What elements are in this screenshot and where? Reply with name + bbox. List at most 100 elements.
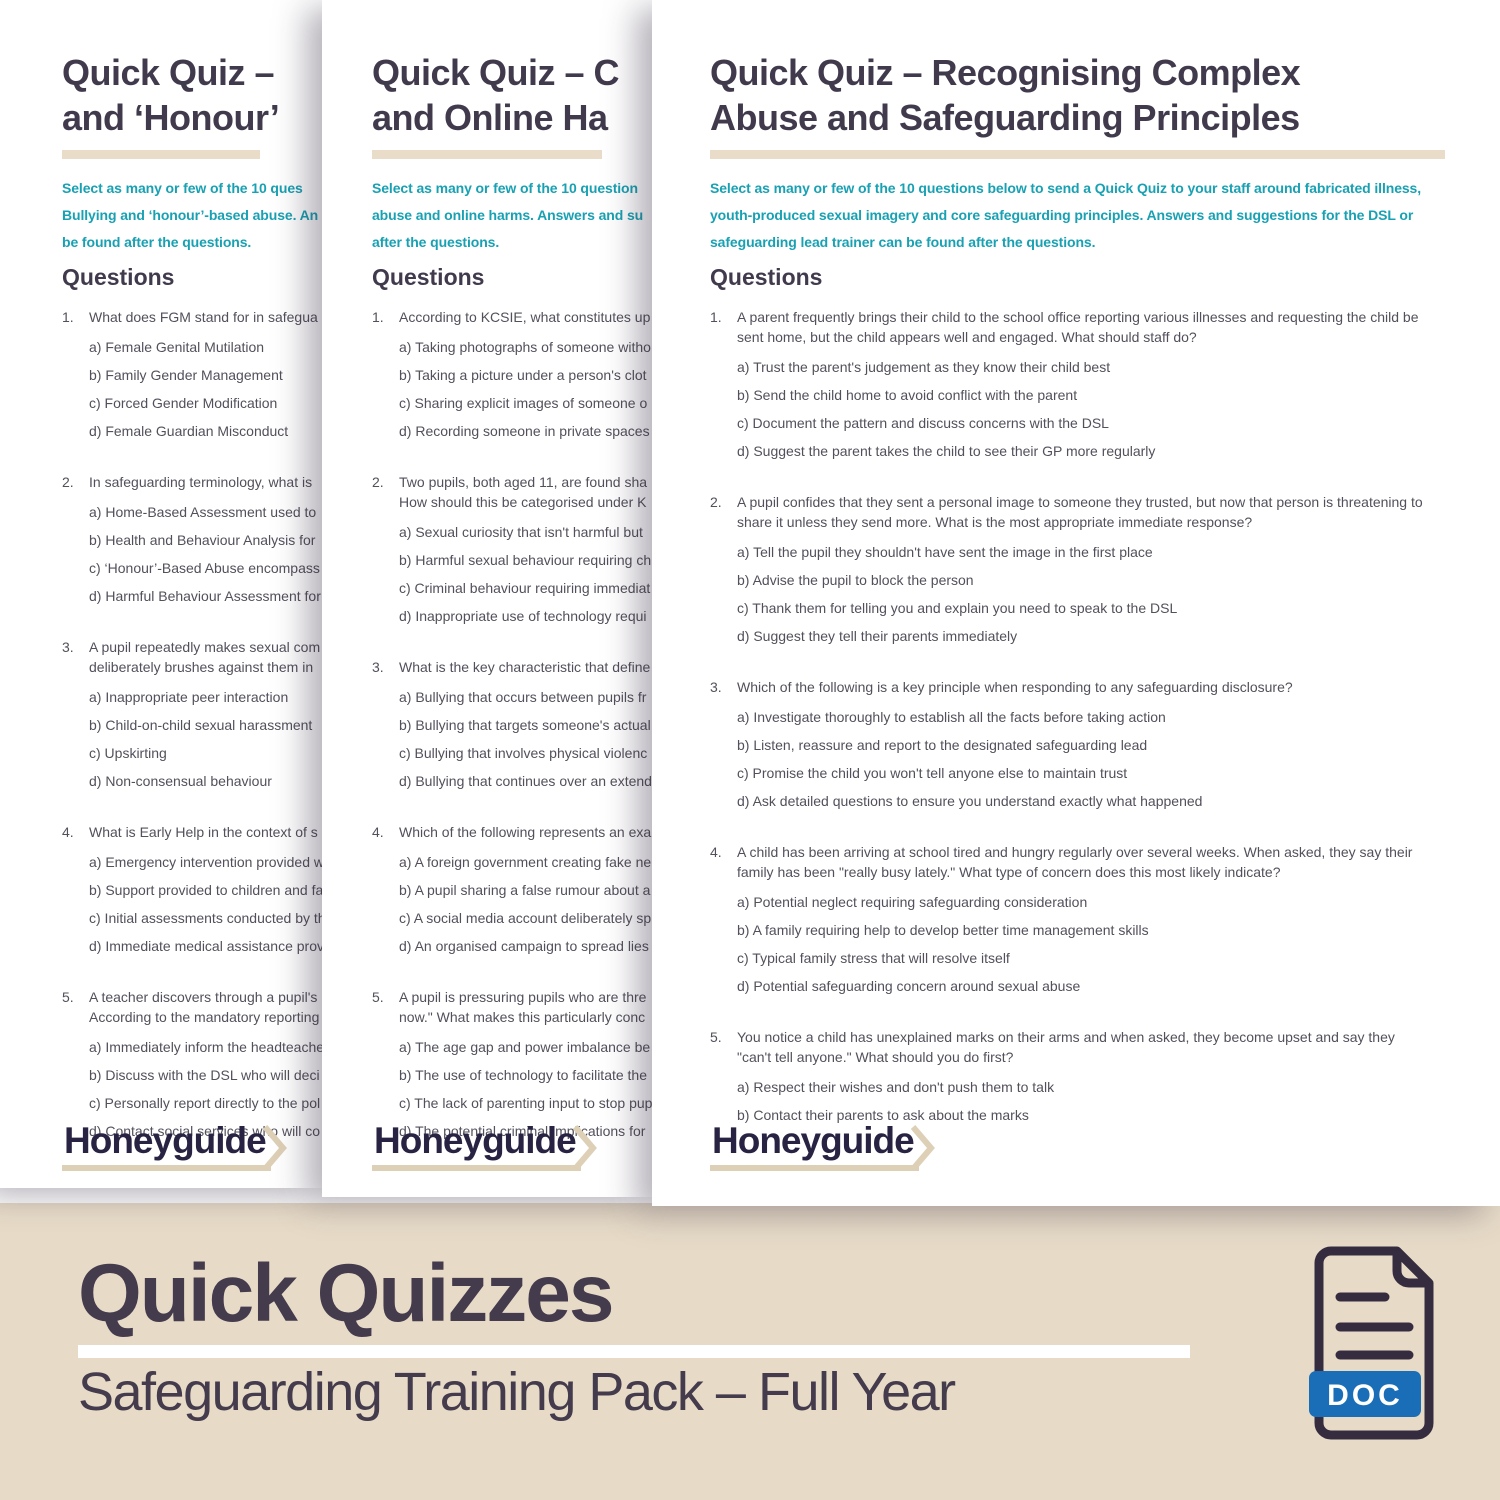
logo-arrow-icon [910,1124,935,1171]
option-c: c) Bullying that involves physical viole… [399,745,648,761]
option-a: a) A foreign government creating fake ne [399,854,652,870]
question-number: 4. [710,844,722,860]
intro-text: Select as many or few of the 10 ques Bul… [62,175,322,256]
question-text: sent home, but the child appears well an… [737,329,1197,345]
option-c: c) Typical family stress that will resol… [737,950,1010,966]
product-banner: Quick Quizzes Safeguarding Training Pack… [0,1203,1500,1500]
question-text: In safeguarding terminology, what is [89,474,313,490]
question-list: 1. According to KCSIE, what constitutes u… [372,307,652,1139]
question-number: 4. [372,824,384,840]
doc-badge-label: DOC [1327,1379,1403,1412]
question-text: Which of the following is a key principl… [737,679,1293,695]
option-c: c) The lack of parenting input to stop p… [399,1095,652,1111]
question-1: 1. A parent frequently brings their child… [710,307,1500,459]
honeyguide-wordmark: Honeyguide [62,1120,271,1171]
quiz-page-online-harms: Quick Quiz – C and Online Ha Select as m… [322,0,652,1197]
question-number: 3. [62,639,74,655]
question-4: 4. A child has been arriving at school ti… [710,842,1500,994]
option-b: b) Discuss with the DSL who will deci [89,1067,320,1083]
option-b: b) Listen, reassure and report to the de… [737,737,1148,753]
option-d: d) Inappropriate use of technology requi [399,608,647,624]
option-a: a) Taking photographs of someone witho [399,339,651,355]
option-d: d) Non-consensual behaviour [89,773,272,789]
option-c: c) Sharing explicit images of someone o [399,395,648,411]
title-divider [710,150,1445,159]
question-text: Two pupils, both aged 11, are found sha [399,474,648,490]
option-d: d) An organised campaign to spread lies [399,938,649,954]
question-2: 2. A pupil confides that they sent a pers… [710,492,1500,644]
intro-line: safeguarding lead trainer can be found a… [710,234,1096,250]
question-text: How should this be categorised under K [399,494,647,510]
option-d: d) Recording someone in private spaces [399,423,650,439]
option-c: c) Initial assessments conducted by th [89,910,322,926]
intro-text: Select as many or few of the 10 question… [372,175,652,256]
intro-line: Select as many or few of the 10 question… [710,180,1422,196]
question-number: 2. [710,494,722,510]
question-number: 3. [710,679,722,695]
question-number: 5. [62,989,74,1005]
page-title-line: Abuse and Safeguarding Principles [710,97,1300,138]
option-c: c) Forced Gender Modification [89,395,278,411]
honeyguide-wordmark: Honeyguide [372,1120,581,1171]
question-number: 2. [372,474,384,490]
option-a: a) Sexual curiosity that isn't harmful b… [399,524,643,540]
option-b: b) Family Gender Management [89,367,283,383]
question-number: 3. [372,659,384,675]
option-c: c) Thank them for telling you and explai… [737,600,1178,616]
option-b: b) Harmful sexual behaviour requiring ch [399,552,652,568]
option-b: b) Bullying that targets someone's actua… [399,717,651,733]
title-divider [62,150,260,159]
option-a: a) Female Genital Mutilation [89,339,265,355]
logo-arrow-icon [572,1124,597,1171]
question-text: A pupil is pressuring pupils who are thr… [399,989,647,1005]
question-text: family has been "really busy lately." Wh… [737,864,1281,880]
question-text: What does FGM stand for in safegua [89,309,318,325]
option-b: b) Support provided to children and fa [89,882,322,898]
intro-line: youth-produced sexual imagery and core s… [710,207,1414,223]
intro-line: Select as many or few of the 10 ques [62,180,303,196]
intro-line: after the questions. [372,234,500,250]
question-text: What is the key characteristic that defi… [399,659,651,675]
option-d: d) Harmful Behaviour Assessment for [89,588,321,604]
question-text: A child has been arriving at school tire… [737,844,1413,860]
honeyguide-logo: Honeyguide [710,1120,935,1171]
page-title: Quick Quiz – Recognising Complex Abuse a… [710,50,1500,140]
option-a: a) Tell the pupil they shouldn't have se… [737,544,1153,560]
doc-file-icon: DOC [1309,1246,1434,1440]
option-b: b) Contact their parents to ask about th… [737,1107,1029,1123]
option-c: c) ‘Honour’-Based Abuse encompass [89,560,320,576]
question-text: A teacher discovers through a pupil's [89,989,318,1005]
honeyguide-logo: Honeyguide [62,1120,287,1171]
quiz-page-complex-abuse: Quick Quiz – Recognising Complex Abuse a… [652,0,1500,1206]
question-5: 5. A teacher discovers through a pupil's … [62,987,322,1139]
question-5: 5. You notice a child has unexplained mar… [710,1027,1500,1123]
page-title-line: and Online Ha [372,97,608,138]
question-text: A pupil repeatedly makes sexual com [89,639,321,655]
question-text: According to the mandatory reporting [89,1009,320,1025]
option-b: b) A pupil sharing a false rumour about … [399,882,651,898]
option-b: b) Taking a picture under a person's clo… [399,367,647,383]
option-a: a) Potential neglect requiring safeguard… [737,894,1088,910]
option-d: d) Immediate medical assistance prov [89,938,322,954]
option-b: b) The use of technology to facilitate t… [399,1067,648,1083]
option-a: a) Trust the parent's judgement as they … [737,359,1111,375]
intro-line: be found after the questions. [62,234,252,250]
option-d: d) Bullying that continues over an exten… [399,773,652,789]
question-list: 1. A parent frequently brings their child… [710,307,1500,1123]
question-2: 2. Two pupils, both aged 11, are found sh… [372,472,652,624]
option-a: a) Inappropriate peer interaction [89,689,289,705]
intro-line: Bullying and ‘honour’-based abuse. An [62,207,319,223]
question-text: You notice a child has unexplained marks… [737,1029,1395,1045]
question-text: deliberately brushes against them in [89,659,314,675]
option-d: d) Contact social services who will co [89,1123,321,1139]
question-text: A parent frequently brings their child t… [737,309,1419,325]
page-title: Quick Quiz – and ‘Honour’ [62,50,322,140]
option-d: d) Potential safeguarding concern around… [737,978,1081,994]
option-c: c) Promise the child you won't tell anyo… [737,765,1128,781]
question-number: 4. [62,824,74,840]
option-d: d) Ask detailed questions to ensure you … [737,793,1203,809]
banner-subtitle: Safeguarding Training Pack – Full Year [78,1362,956,1422]
page-title-line: Quick Quiz – C [372,52,620,93]
question-list: 1. What does FGM stand for in safegua a) … [62,307,322,1139]
